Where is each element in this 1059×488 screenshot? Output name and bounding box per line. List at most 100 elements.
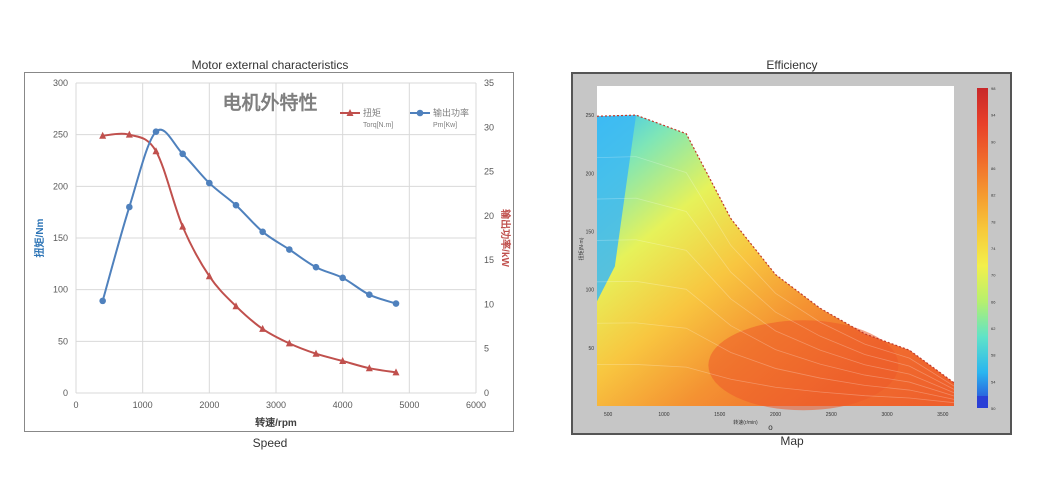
- y-left-tick-label: 100: [53, 285, 68, 295]
- colorbar-tick-label: 66: [991, 299, 996, 304]
- colorbar-tick-label: 94: [991, 113, 996, 118]
- torque-series-line: [102, 132, 397, 374]
- torque-point: [179, 222, 187, 230]
- efficiency-contour: [596, 239, 955, 394]
- map-y-tick-label: 250: [586, 113, 595, 119]
- torque-point: [99, 131, 107, 139]
- y-right-axis-title: 输出功率/kW: [499, 209, 512, 267]
- colorbar-tick-label: 54: [991, 379, 996, 384]
- y-left-axis-title: 扭矩/Nm: [33, 218, 46, 257]
- y-left-tick-label: 50: [58, 336, 68, 346]
- x-tick-label: 5000: [399, 400, 419, 410]
- power-point: [126, 203, 133, 211]
- map-y-axis-title: 扭矩(N·m): [578, 237, 585, 260]
- x-axis-title: 转速/rpm: [255, 416, 297, 429]
- x-tick-label: 3000: [266, 400, 286, 410]
- torque-point: [365, 364, 373, 372]
- power-point: [366, 291, 373, 298]
- efficiency-contour: [596, 156, 955, 387]
- torque-point: [339, 356, 347, 364]
- power-legend-label: 输出功率: [433, 107, 469, 118]
- x-tick-label: 4000: [333, 400, 353, 410]
- y-right-tick-label: 15: [484, 255, 494, 265]
- map-y-tick-label: 50: [588, 346, 594, 352]
- y-left-tick-label: 200: [53, 181, 68, 191]
- colorbar-tick-label: 82: [991, 193, 996, 198]
- y-right-tick-label: 30: [484, 122, 494, 132]
- efficiency-contour: [596, 322, 955, 400]
- torque-legend-label: 扭矩: [363, 107, 381, 118]
- x-tick-label: 0: [73, 400, 78, 410]
- colorbar-tick-label: 86: [991, 166, 996, 171]
- torque-point: [152, 147, 160, 155]
- map-x-tick-label: 3000: [882, 412, 893, 418]
- torque-point: [125, 130, 133, 138]
- colorbar-tick-label: 50: [991, 406, 996, 411]
- colorbar-tick-label: 90: [991, 139, 996, 144]
- efficiency-map-frame: 500 1000 1500 2000 2500 3000 3500 50 100 150 200 25…: [571, 72, 1012, 435]
- colorbar-tick-label: 78: [991, 219, 996, 224]
- low-efficiency-zone: [597, 115, 637, 302]
- colorbar-tick-label: 70: [991, 273, 996, 278]
- power-series-line: [101, 128, 397, 305]
- map-x-tick-label: 2500: [826, 412, 837, 418]
- torque-power-chart-frame: 0 50 100 150 200 250 300 0 1000 2000 3000 4000 5000 6…: [24, 72, 514, 432]
- y-left-tick-label: 0: [63, 388, 68, 398]
- colorbar-tick-label: 98: [991, 86, 996, 91]
- colorbar-low-band: [977, 396, 988, 408]
- colorbar: [977, 88, 988, 408]
- colorbar-tick-label: 62: [991, 326, 996, 331]
- power-point: [206, 179, 213, 187]
- y-left-tick-label: 250: [53, 130, 68, 140]
- y-right-tick-label: 0: [484, 388, 489, 398]
- left-panel-caption: Speed: [252, 436, 288, 450]
- power-point: [312, 263, 320, 271]
- efficiency-contour: [596, 280, 955, 397]
- efficiency-region: [597, 115, 954, 406]
- power-point: [392, 300, 400, 307]
- y-right-tick-label: 10: [484, 299, 494, 309]
- map-x-tick-label: 1000: [658, 412, 669, 418]
- map-small-o: o: [768, 423, 773, 432]
- map-y-tick-label: 150: [586, 229, 595, 235]
- torque-legend-marker: [346, 109, 354, 116]
- power-point: [179, 150, 186, 158]
- y-left-tick-label: 150: [53, 233, 68, 243]
- map-x-tick-label: 3500: [937, 412, 948, 418]
- power-point: [99, 297, 106, 305]
- high-efficiency-zone: [708, 320, 899, 411]
- torque-point: [259, 324, 267, 332]
- right-panel-caption: Map: [780, 434, 804, 448]
- colorbar-tick-label: 74: [991, 246, 996, 251]
- efficiency-contour: [596, 197, 955, 390]
- map-y-tick-label: 200: [586, 171, 595, 177]
- map-x-tick-label: 500: [604, 412, 613, 418]
- x-tick-label: 2000: [199, 400, 219, 410]
- efficiency-map-chart: 500 1000 1500 2000 2500 3000 3500 50 100 150 200 25…: [573, 74, 1010, 433]
- power-legend-unit: Pm[Kw]: [433, 122, 457, 129]
- torque-point: [312, 349, 320, 357]
- torque-point: [232, 302, 240, 310]
- x-tick-label: 6000: [466, 400, 486, 410]
- map-x-tick-label: 1500: [714, 412, 725, 418]
- torque-limit-boundary: [596, 114, 955, 384]
- efficiency-contour: [596, 364, 955, 404]
- y-right-tick-label: 35: [484, 78, 494, 88]
- power-point: [339, 274, 346, 282]
- y-right-tick-label: 5: [484, 344, 489, 354]
- power-point: [152, 128, 160, 136]
- torque-legend-unit: Torq[N.m]: [363, 122, 393, 129]
- map-x-tick-label: 2000: [770, 412, 781, 418]
- power-point: [259, 228, 266, 236]
- y-right-tick-label: 25: [484, 167, 494, 177]
- colorbar-tick-label: 58: [991, 353, 996, 358]
- torque-point: [285, 339, 293, 347]
- torque-point: [392, 368, 400, 376]
- power-legend-marker: [416, 109, 424, 117]
- x-tick-label: 1000: [133, 400, 153, 410]
- map-x-axis-title: 转速(r/min): [733, 419, 758, 426]
- power-point: [232, 201, 240, 209]
- power-point: [286, 246, 293, 253]
- torque-point: [205, 272, 213, 280]
